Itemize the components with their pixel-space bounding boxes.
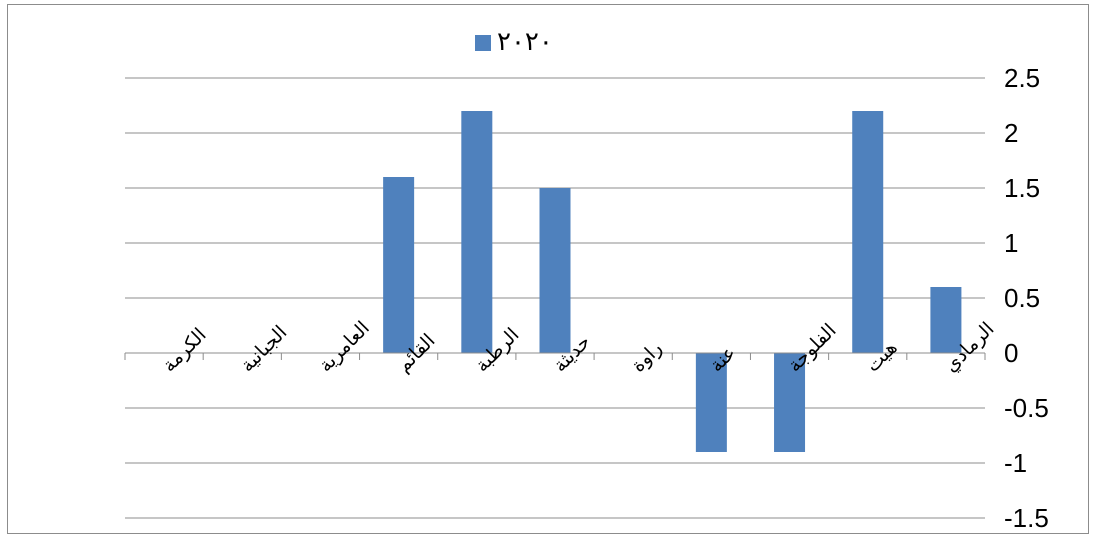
- legend: ٢٠٢٠: [475, 27, 553, 57]
- bar-الرمادي: [930, 287, 962, 353]
- bar-حديثة: [539, 188, 571, 353]
- y-tick-label: 2.5: [1004, 63, 1040, 93]
- chart-svg: 2.5 2 1.5 1 0.5 0 -0.5 -1 -1.5 الكرمة الجبانية الع…: [124, 27, 1049, 533]
- y-tick-label: 0: [1004, 338, 1018, 368]
- category-label: الجبانية: [236, 321, 291, 376]
- bar-الفلوجة: [774, 353, 806, 452]
- bar-عنة: [695, 353, 727, 452]
- category-label: الكرمة: [158, 324, 211, 377]
- bar-الرطبة: [461, 111, 493, 353]
- category-label: العامرية: [314, 317, 374, 377]
- legend-swatch: [475, 35, 491, 51]
- y-tick-label: 1: [1004, 228, 1018, 258]
- bar-chart: 2.5 2 1.5 1 0.5 0 -0.5 -1 -1.5 الكرمة الجبانية الع…: [7, 4, 1089, 534]
- category-label: الفلوجة: [784, 319, 841, 376]
- y-tick-label: 1.5: [1004, 173, 1040, 203]
- category-label: راوة: [627, 337, 666, 376]
- legend-label: ٢٠٢٠: [497, 27, 553, 57]
- y-tick-label: 2: [1004, 118, 1018, 148]
- bar-هيت: [852, 111, 884, 353]
- y-tick-label: -1: [1004, 448, 1027, 478]
- bars: [383, 111, 962, 452]
- y-axis-tick-labels: 2.5 2 1.5 1 0.5 0 -0.5 -1 -1.5: [1004, 63, 1049, 533]
- category-axis: [124, 352, 986, 360]
- y-tick-label: 0.5: [1004, 283, 1040, 313]
- bar-القائم: [383, 177, 415, 353]
- y-tick-label: -1.5: [1004, 503, 1049, 533]
- y-tick-label: -0.5: [1004, 393, 1049, 423]
